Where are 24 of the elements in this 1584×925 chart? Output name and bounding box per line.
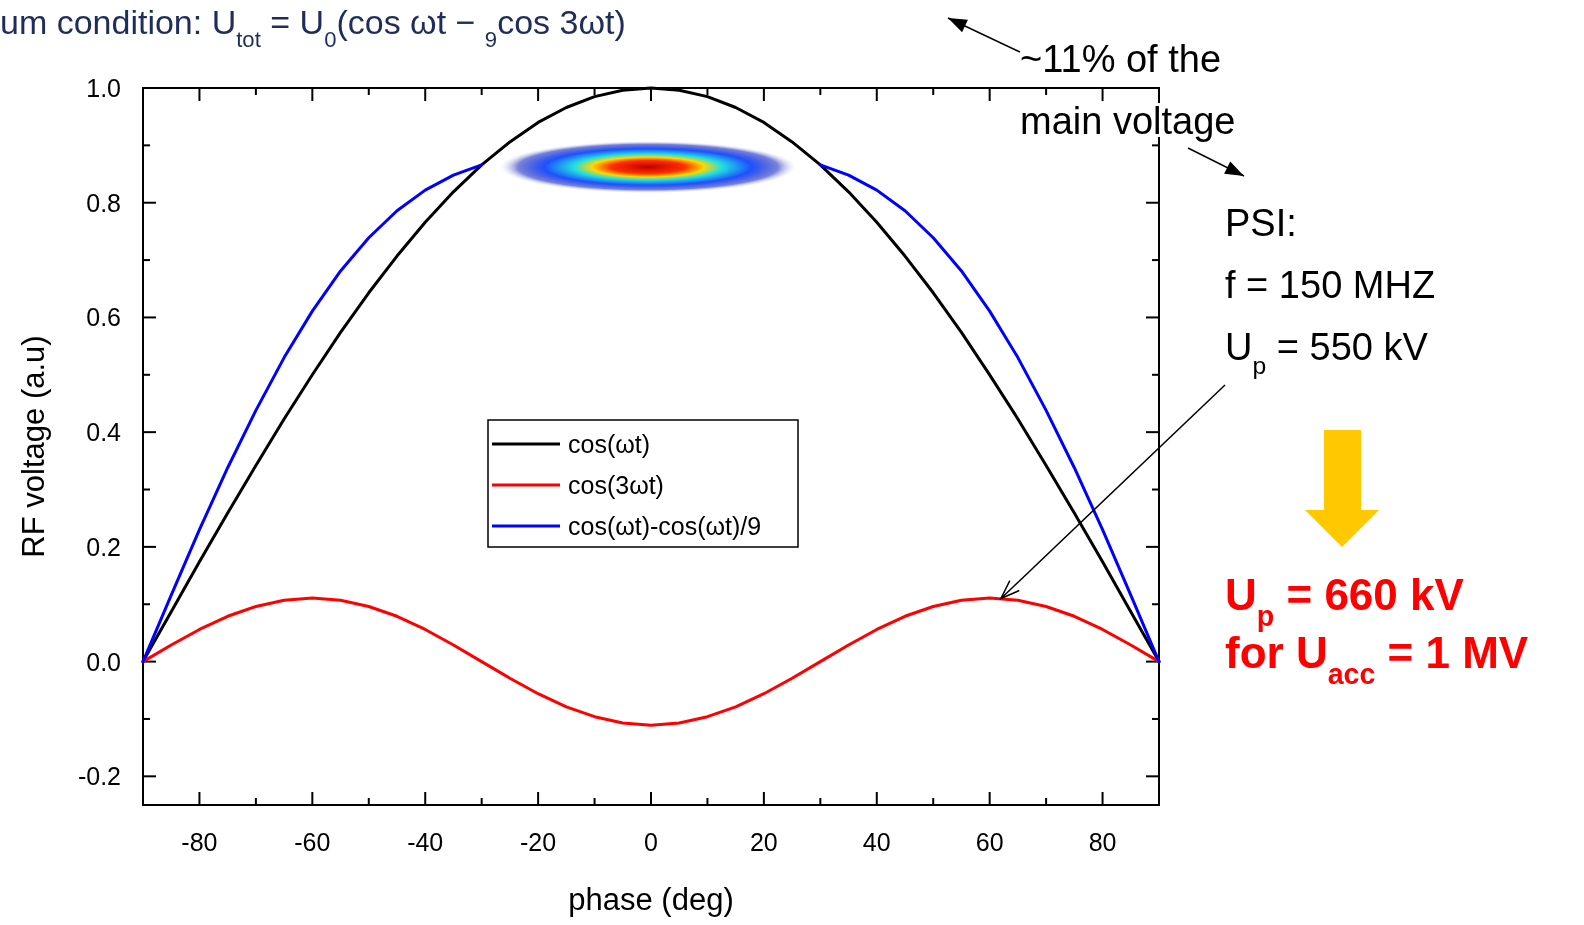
legend-label: cos(3ωt) <box>568 471 664 499</box>
x-axis-title: phase (deg) <box>568 882 734 917</box>
text: U$_{p}$ = 660 kV for U$_{acc}$ = 1 MV <box>1225 570 1529 690</box>
x-tick-label: -40 <box>407 828 444 856</box>
y-tick-label: 0.0 <box>86 647 121 676</box>
annotation: PSI: f = 150 MHZ U$_{p}$ = 550 kV <box>1225 202 1436 379</box>
chart-title: um condition: U$_{tot}$ = U$_{0}$(cos ωt − $_{9}$cos 3ωt) <box>0 3 626 52</box>
x-tick-label: 0 <box>644 828 658 856</box>
x-tick-label: 80 <box>1088 828 1117 856</box>
legend-label: cos(ωt)-cos(ωt)/9 <box>568 512 762 540</box>
y-tick-label: -0.2 <box>77 762 121 791</box>
x-tick-label: -20 <box>520 828 557 856</box>
y-tick-label: 1.0 <box>86 74 121 102</box>
y-tick-label: 0.6 <box>86 303 121 332</box>
y-tick-label: 0.2 <box>86 532 121 561</box>
y-tick-label: 0.8 <box>86 188 121 217</box>
y-tick-label: 0.4 <box>86 418 122 447</box>
x-tick-label: 60 <box>975 828 1004 856</box>
x-tick-label: -80 <box>181 828 218 856</box>
legend-label: cos(ωt) <box>568 430 651 458</box>
x-tick-label: 20 <box>749 828 778 856</box>
y-axis-title: RF voltage (a.u) <box>16 335 51 558</box>
x-tick-label: -60 <box>294 828 331 856</box>
x-tick-label: 40 <box>862 828 891 856</box>
